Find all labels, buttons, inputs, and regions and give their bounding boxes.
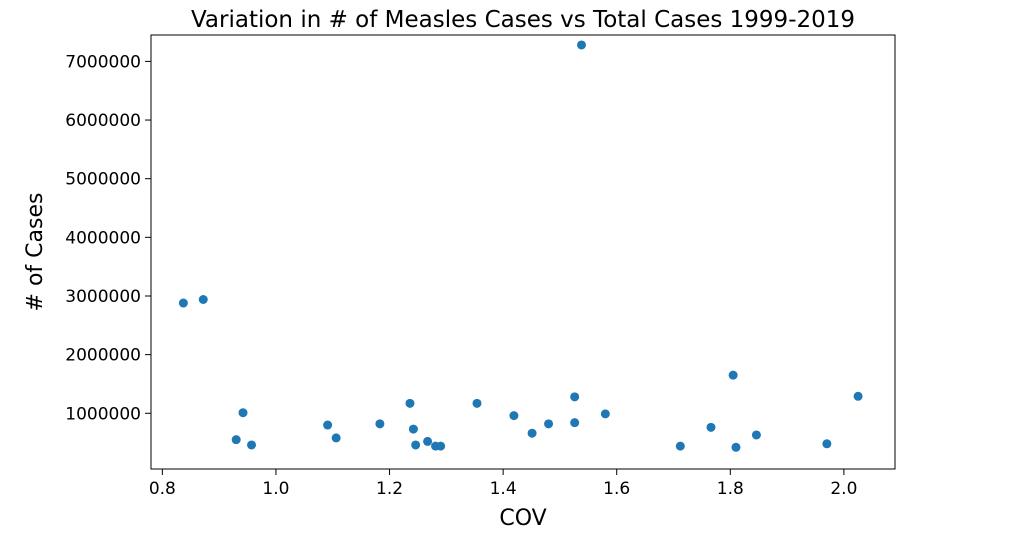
scatter-point — [600, 409, 610, 419]
y-tick-label: 4000000 — [65, 228, 141, 248]
y-tick-label: 2000000 — [65, 346, 141, 366]
scatter-point — [231, 435, 241, 445]
scatter-point — [853, 391, 863, 401]
y-axis-ticks: 1000000 2000000 3000000 4000000 5000000 60000… — [65, 52, 151, 424]
x-tick-label: 1.4 — [490, 479, 517, 499]
scatter-point — [527, 428, 537, 438]
y-tick-label: 5000000 — [65, 170, 141, 190]
y-tick-label: 6000000 — [65, 111, 141, 131]
y-axis-label: # of Cases — [23, 193, 48, 312]
scatter-point — [731, 442, 741, 452]
scatter-point — [247, 440, 257, 450]
y-tick-label: 1000000 — [65, 404, 141, 424]
scatter-point — [411, 440, 421, 450]
scatter-point — [751, 430, 761, 440]
x-tick-label: 1.0 — [262, 479, 289, 499]
x-axis-label: COV — [499, 506, 546, 531]
scatter-point — [408, 424, 418, 434]
scatter-point — [570, 392, 580, 402]
scatter-point — [706, 422, 716, 432]
scatter-point — [472, 398, 482, 408]
x-axis-ticks: 0.8 1.0 1.2 1.4 1.6 1.8 2.0 — [149, 469, 857, 499]
plot-frame — [150, 34, 896, 470]
scatter-point — [822, 439, 832, 449]
scatter-point — [405, 398, 415, 408]
chart-title: Variation in # of Measles Cases vs Total… — [191, 7, 855, 33]
scatter-point — [331, 433, 341, 443]
x-tick-label: 1.2 — [376, 479, 403, 499]
scatter-point — [675, 441, 685, 451]
y-tick-label: 3000000 — [65, 287, 141, 307]
scatter-point — [375, 419, 385, 429]
x-tick-label: 2.0 — [830, 479, 857, 499]
x-tick-label: 1.6 — [603, 479, 630, 499]
scatter-point — [238, 408, 248, 418]
scatter-point — [570, 418, 580, 428]
scatter-point — [423, 436, 433, 446]
scatter-point — [509, 411, 519, 421]
scatter-point — [728, 370, 738, 380]
scatter-point — [178, 298, 188, 308]
y-tick-label: 7000000 — [65, 52, 141, 72]
scatter-point — [198, 295, 208, 305]
x-tick-label: 0.8 — [149, 479, 176, 499]
x-tick-label: 1.8 — [717, 479, 744, 499]
data-points — [178, 40, 863, 452]
scatter-point — [436, 441, 446, 451]
scatter-point — [323, 420, 333, 430]
scatter-point — [576, 40, 586, 50]
scatter-point — [544, 419, 554, 429]
